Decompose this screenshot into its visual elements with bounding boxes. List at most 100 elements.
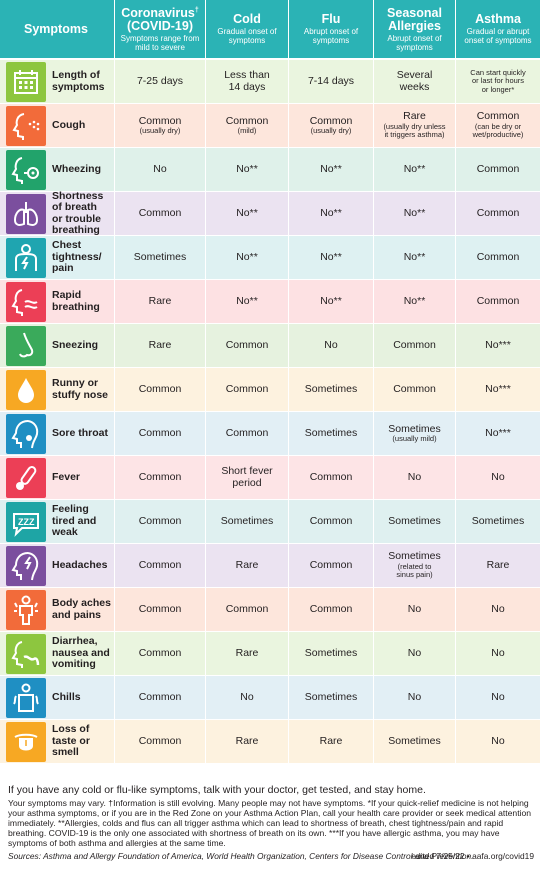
cell-value: Sometimes (304, 426, 358, 439)
table-cell: Can start quickly or last for hours or l… (456, 60, 540, 103)
cell-value: Common (225, 114, 269, 127)
table-row: Runny or stuffy nose Common Common Sometime… (0, 368, 540, 412)
cell-value: Common (476, 294, 520, 307)
table-row: Sore throat Common Common Sometimes Sometime… (0, 412, 540, 456)
header-cold-sub: Gradual onset of symptoms (217, 27, 277, 45)
cell-value: No** (403, 206, 426, 219)
table-cell: No (206, 676, 289, 719)
symptom-cell: ZZZ Feeling tired and weak (0, 500, 115, 543)
cell-value: No** (236, 294, 258, 307)
symptom-cell: Sneezing (0, 324, 115, 367)
cell-value: Common (309, 514, 353, 527)
header-asthma-title: Asthma (475, 12, 521, 26)
table-cell: No*** (456, 412, 540, 455)
cell-value: No (407, 690, 422, 703)
table-cell: No** (206, 280, 289, 323)
symptom-label: Body aches and pains (52, 597, 111, 621)
table-cell: Rare (115, 324, 206, 367)
header-flu-sub: Abrupt onset of symptoms (303, 27, 359, 45)
cell-value: Rare (319, 734, 343, 747)
cell-value: Common (225, 602, 269, 615)
table-cell: Sometimes (374, 500, 456, 543)
cell-value: No (491, 602, 505, 615)
table-cell: No** (374, 148, 456, 191)
table-cell: No (374, 632, 456, 675)
header-symptoms: Symptoms (0, 0, 115, 58)
symptom-cell: Loss of taste or smell (0, 720, 115, 763)
table-cell: Less than 14 days (206, 60, 289, 103)
cell-value: No (491, 734, 505, 747)
cell-value: No (407, 470, 422, 483)
cell-value: Less than 14 days (224, 69, 270, 93)
tongue-icon (6, 721, 46, 762)
cell-value: Common (138, 734, 182, 747)
table-row: Headaches Common Rare Common Sometimes (relat… (0, 544, 540, 588)
table-cell: Common (115, 412, 206, 455)
table-cell: No (456, 456, 540, 499)
table-cell: Sometimes (289, 632, 374, 675)
wheezing-icon (6, 149, 46, 190)
table-cell: Sometimes (456, 500, 540, 543)
table-cell: No (456, 632, 540, 675)
table-row: Rapid breathing Rare No** No** No** Common (0, 280, 540, 324)
table-cell: No (374, 676, 456, 719)
table-row: Loss of taste or smell Common Rare Rare Some… (0, 720, 540, 764)
table-cell: Common (115, 544, 206, 587)
cell-value: No** (320, 250, 342, 263)
table-cell: Sometimes (374, 720, 456, 763)
symptom-cell: Body aches and pains (0, 588, 115, 631)
footer: If you have any cold or flu-like symptom… (8, 784, 534, 861)
cell-value: Common (138, 602, 182, 615)
symptom-cell: Sore throat (0, 412, 115, 455)
cell-value: No*** (485, 426, 511, 439)
table-cell: Common (374, 324, 456, 367)
symptom-label: Loss of taste or smell (52, 723, 90, 759)
table-cell: Rare (206, 544, 289, 587)
symptom-cell: Cough (0, 104, 115, 147)
cell-value: No (240, 690, 254, 703)
cell-value: No*** (485, 338, 511, 351)
table-cell: Common (289, 456, 374, 499)
table-cell: Several weeks (374, 60, 456, 103)
table-cell: Common (115, 676, 206, 719)
header-allergies-title: Seasonal (387, 5, 442, 20)
table-cell: Common (115, 500, 206, 543)
rapid-breathing-icon (6, 281, 46, 322)
cell-value: No** (236, 206, 258, 219)
symptom-label: Feeling tired and weak (52, 503, 97, 539)
cell-value: Common (138, 470, 182, 483)
cell-value: Short fever period (221, 465, 273, 489)
table-cell: 7-25 days (115, 60, 206, 103)
symptom-label: Fever (52, 470, 81, 483)
table-cell: Common (289, 500, 374, 543)
cell-value: No** (320, 162, 342, 175)
table-cell: Common (usually dry) (289, 104, 374, 147)
header-asthma-sub: Gradual or abrupt onset of symptoms (464, 27, 532, 45)
table-header: Symptoms Coronavirus† (COVID-19) Symptom… (0, 0, 540, 58)
header-covid-mark: † (194, 6, 199, 14)
table-cell: Rare (usually dry unless it triggers asth… (374, 104, 456, 147)
cell-value: Rare (148, 294, 172, 307)
table-row: Diarrhea, nausea and vomiting Common Rare S… (0, 632, 540, 676)
cell-value: Common (225, 338, 269, 351)
table-cell: No** (289, 236, 374, 279)
table-cell: 7-14 days (289, 60, 374, 103)
svg-text:ZZZ: ZZZ (18, 517, 35, 527)
table-cell: Common (115, 632, 206, 675)
footer-sources-text: Sources: Asthma and Allergy Foundation o… (8, 851, 474, 861)
table-cell: Common (374, 368, 456, 411)
table-row: Cough Common (usually dry) Common (mild) Comm… (0, 104, 540, 148)
header-allergies: Seasonal Allergies Abrupt onset of sympt… (374, 0, 456, 58)
table-cell: No** (374, 280, 456, 323)
table-row: Chest tightness/ pain Sometimes No** No** No… (0, 236, 540, 280)
cell-value: No (153, 162, 167, 175)
cell-value: No (407, 646, 422, 659)
cell-note: (usually dry) (310, 126, 352, 135)
chills-icon (6, 677, 46, 718)
cell-value: Common (476, 110, 520, 123)
headache-icon (6, 545, 46, 586)
cell-value: Common (476, 206, 520, 219)
footer-sources: Sources: Asthma and Allergy Foundation o… (8, 851, 534, 861)
table-cell: Rare (206, 720, 289, 763)
cell-value: Rare (235, 646, 259, 659)
